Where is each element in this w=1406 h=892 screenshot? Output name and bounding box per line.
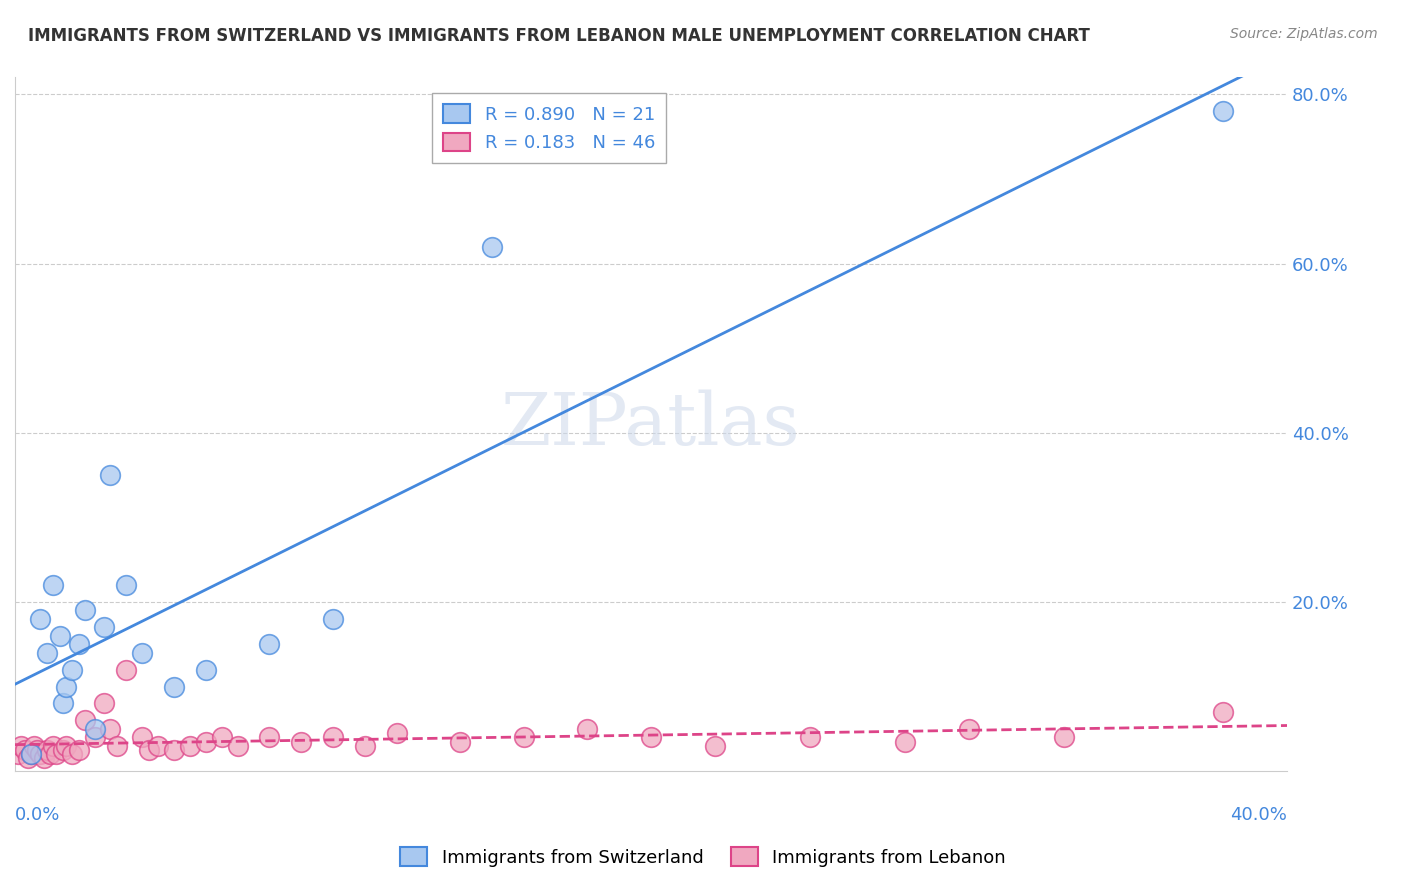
Point — [10, 739, 32, 753]
Point — [73, 714, 96, 728]
Point — [20, 747, 42, 762]
Legend: R = 0.890   N = 21, R = 0.183   N = 46: R = 0.890 N = 21, R = 0.183 N = 46 — [433, 94, 666, 163]
Text: 0.0%: 0.0% — [15, 805, 60, 824]
Point — [131, 731, 153, 745]
Point — [73, 603, 96, 617]
Point — [22, 739, 45, 753]
Point — [115, 578, 138, 592]
Point — [105, 739, 128, 753]
Point — [52, 697, 75, 711]
Point — [146, 739, 169, 753]
Point — [42, 739, 65, 753]
Point — [226, 739, 249, 753]
Point — [30, 612, 52, 626]
Point — [1212, 705, 1234, 719]
Point — [60, 663, 83, 677]
Point — [35, 646, 58, 660]
Point — [67, 743, 90, 757]
Point — [100, 722, 122, 736]
Point — [17, 751, 39, 765]
Point — [481, 239, 503, 253]
Point — [703, 739, 725, 753]
Point — [7, 747, 30, 762]
Point — [259, 731, 281, 745]
Point — [138, 743, 160, 757]
Point — [194, 663, 217, 677]
Point — [194, 734, 217, 748]
Point — [83, 731, 105, 745]
Point — [163, 743, 186, 757]
Point — [20, 747, 42, 762]
Point — [290, 734, 312, 748]
Point — [93, 620, 115, 634]
Point — [60, 747, 83, 762]
Text: Source: ZipAtlas.com: Source: ZipAtlas.com — [1230, 27, 1378, 41]
Point — [353, 739, 375, 753]
Text: IMMIGRANTS FROM SWITZERLAND VS IMMIGRANTS FROM LEBANON MALE UNEMPLOYMENT CORRELA: IMMIGRANTS FROM SWITZERLAND VS IMMIGRANT… — [28, 27, 1090, 45]
Point — [385, 726, 408, 740]
Point — [30, 747, 52, 762]
Point — [93, 697, 115, 711]
Point — [100, 468, 122, 483]
Point — [131, 646, 153, 660]
Point — [83, 722, 105, 736]
Text: 40.0%: 40.0% — [1230, 805, 1286, 824]
Point — [32, 751, 55, 765]
Point — [449, 734, 471, 748]
Legend: Immigrants from Switzerland, Immigrants from Lebanon: Immigrants from Switzerland, Immigrants … — [394, 840, 1012, 874]
Point — [179, 739, 201, 753]
Point — [67, 637, 90, 651]
Point — [27, 743, 49, 757]
Point — [45, 747, 67, 762]
Point — [322, 731, 344, 745]
Point — [1212, 104, 1234, 119]
Point — [35, 743, 58, 757]
Point — [1053, 731, 1076, 745]
Point — [322, 612, 344, 626]
Point — [42, 578, 65, 592]
Point — [55, 680, 77, 694]
Point — [55, 739, 77, 753]
Text: ZIPatlas: ZIPatlas — [501, 389, 801, 459]
Point — [640, 731, 662, 745]
Point — [115, 663, 138, 677]
Point — [211, 731, 233, 745]
Point — [48, 629, 70, 643]
Point — [957, 722, 980, 736]
Point — [13, 743, 35, 757]
Point — [799, 731, 821, 745]
Point — [894, 734, 917, 748]
Point — [513, 731, 536, 745]
Point — [259, 637, 281, 651]
Point — [163, 680, 186, 694]
Point — [39, 747, 62, 762]
Point — [576, 722, 599, 736]
Point — [52, 743, 75, 757]
